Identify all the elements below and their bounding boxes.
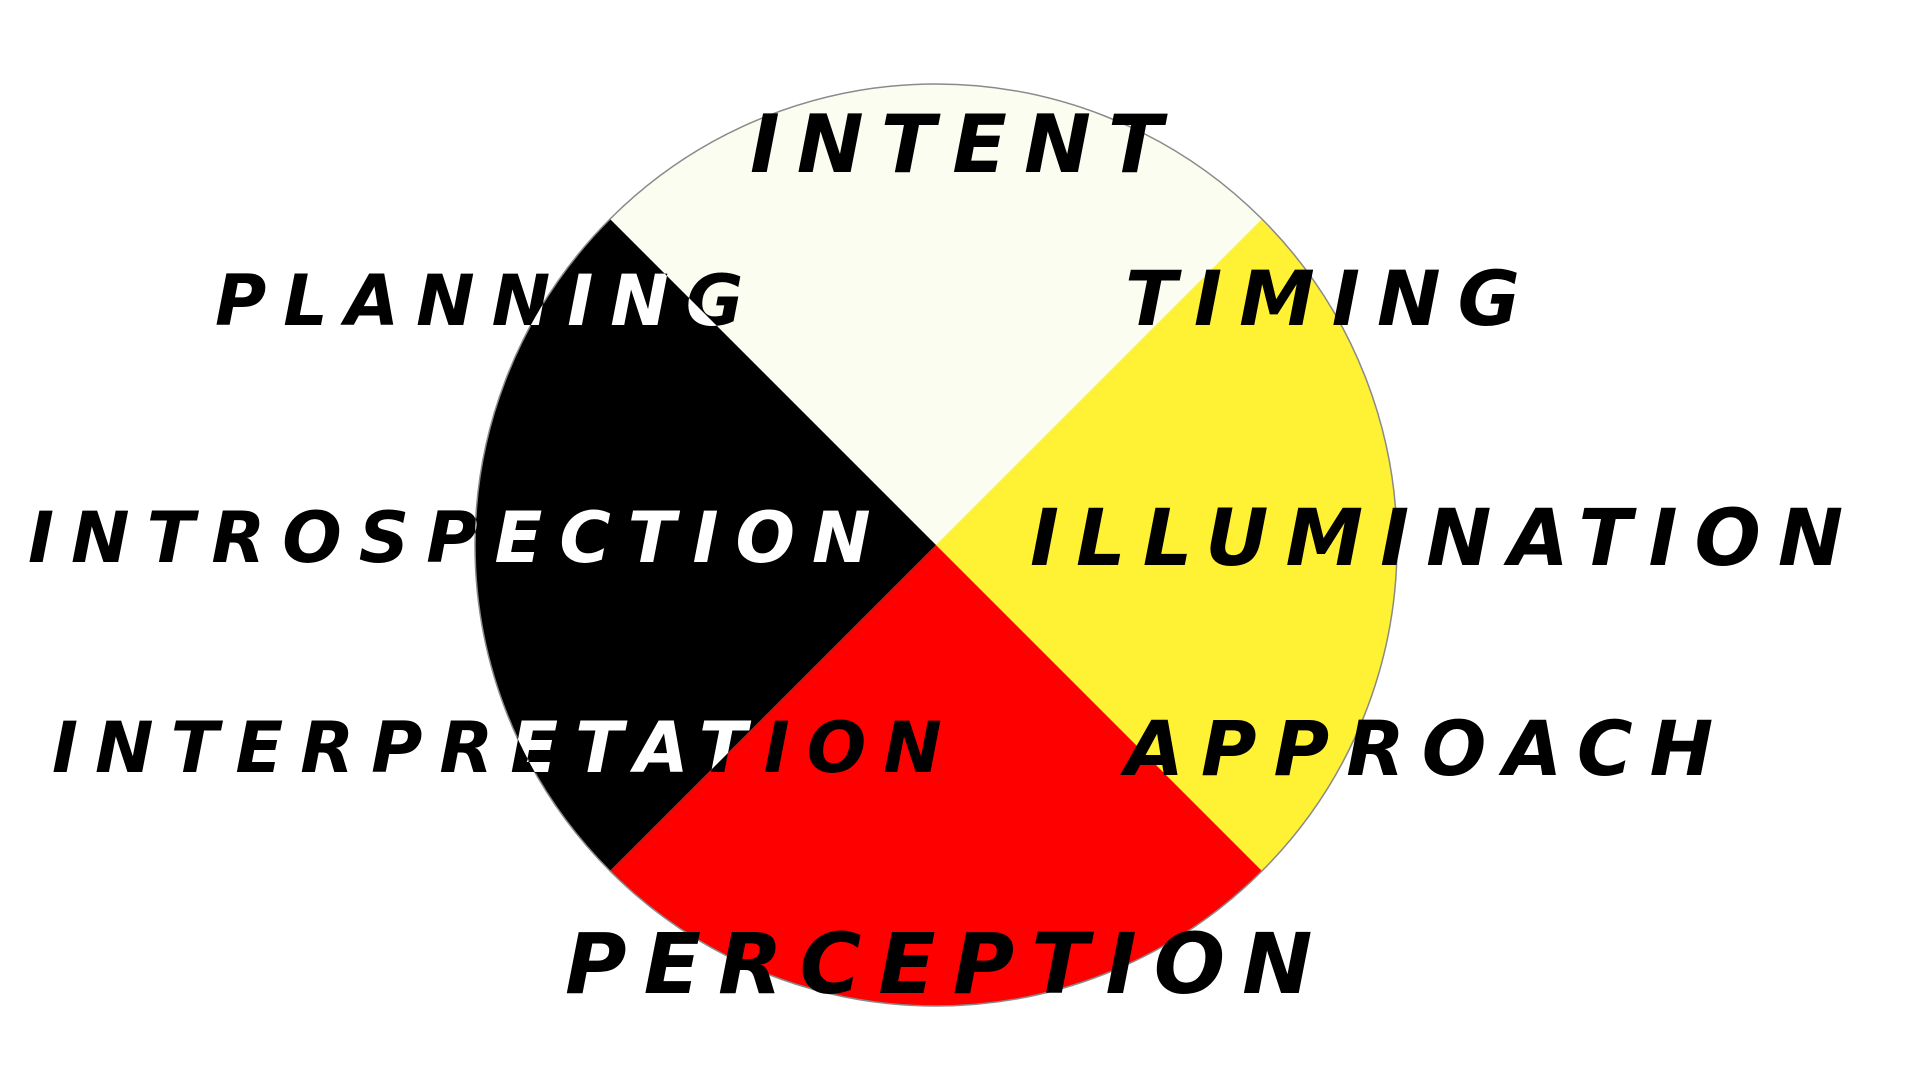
label-perception: PERCEPTION xyxy=(565,915,1329,1013)
label-interpretation: INTERPRETATION xyxy=(52,707,959,789)
wheel-circle xyxy=(474,83,1398,1007)
quadrant-top xyxy=(610,83,1262,546)
label-approach: APPROACH xyxy=(1120,704,1730,793)
quadrant-left xyxy=(474,219,936,871)
label-introspection: INTROSPECTION xyxy=(28,497,888,579)
label-intent: INTENT xyxy=(750,98,1179,191)
label-timing: TIMING xyxy=(1125,254,1537,343)
label-illumination: ILLUMINATION xyxy=(1030,494,1860,584)
quadrant-bottom xyxy=(610,545,1262,1007)
wheel-outline xyxy=(474,83,1398,1007)
quadrant-right xyxy=(936,219,1398,871)
label-planning: PLANNING xyxy=(215,260,760,342)
label-introspection-overlay: INTROSPECTION xyxy=(28,497,888,579)
